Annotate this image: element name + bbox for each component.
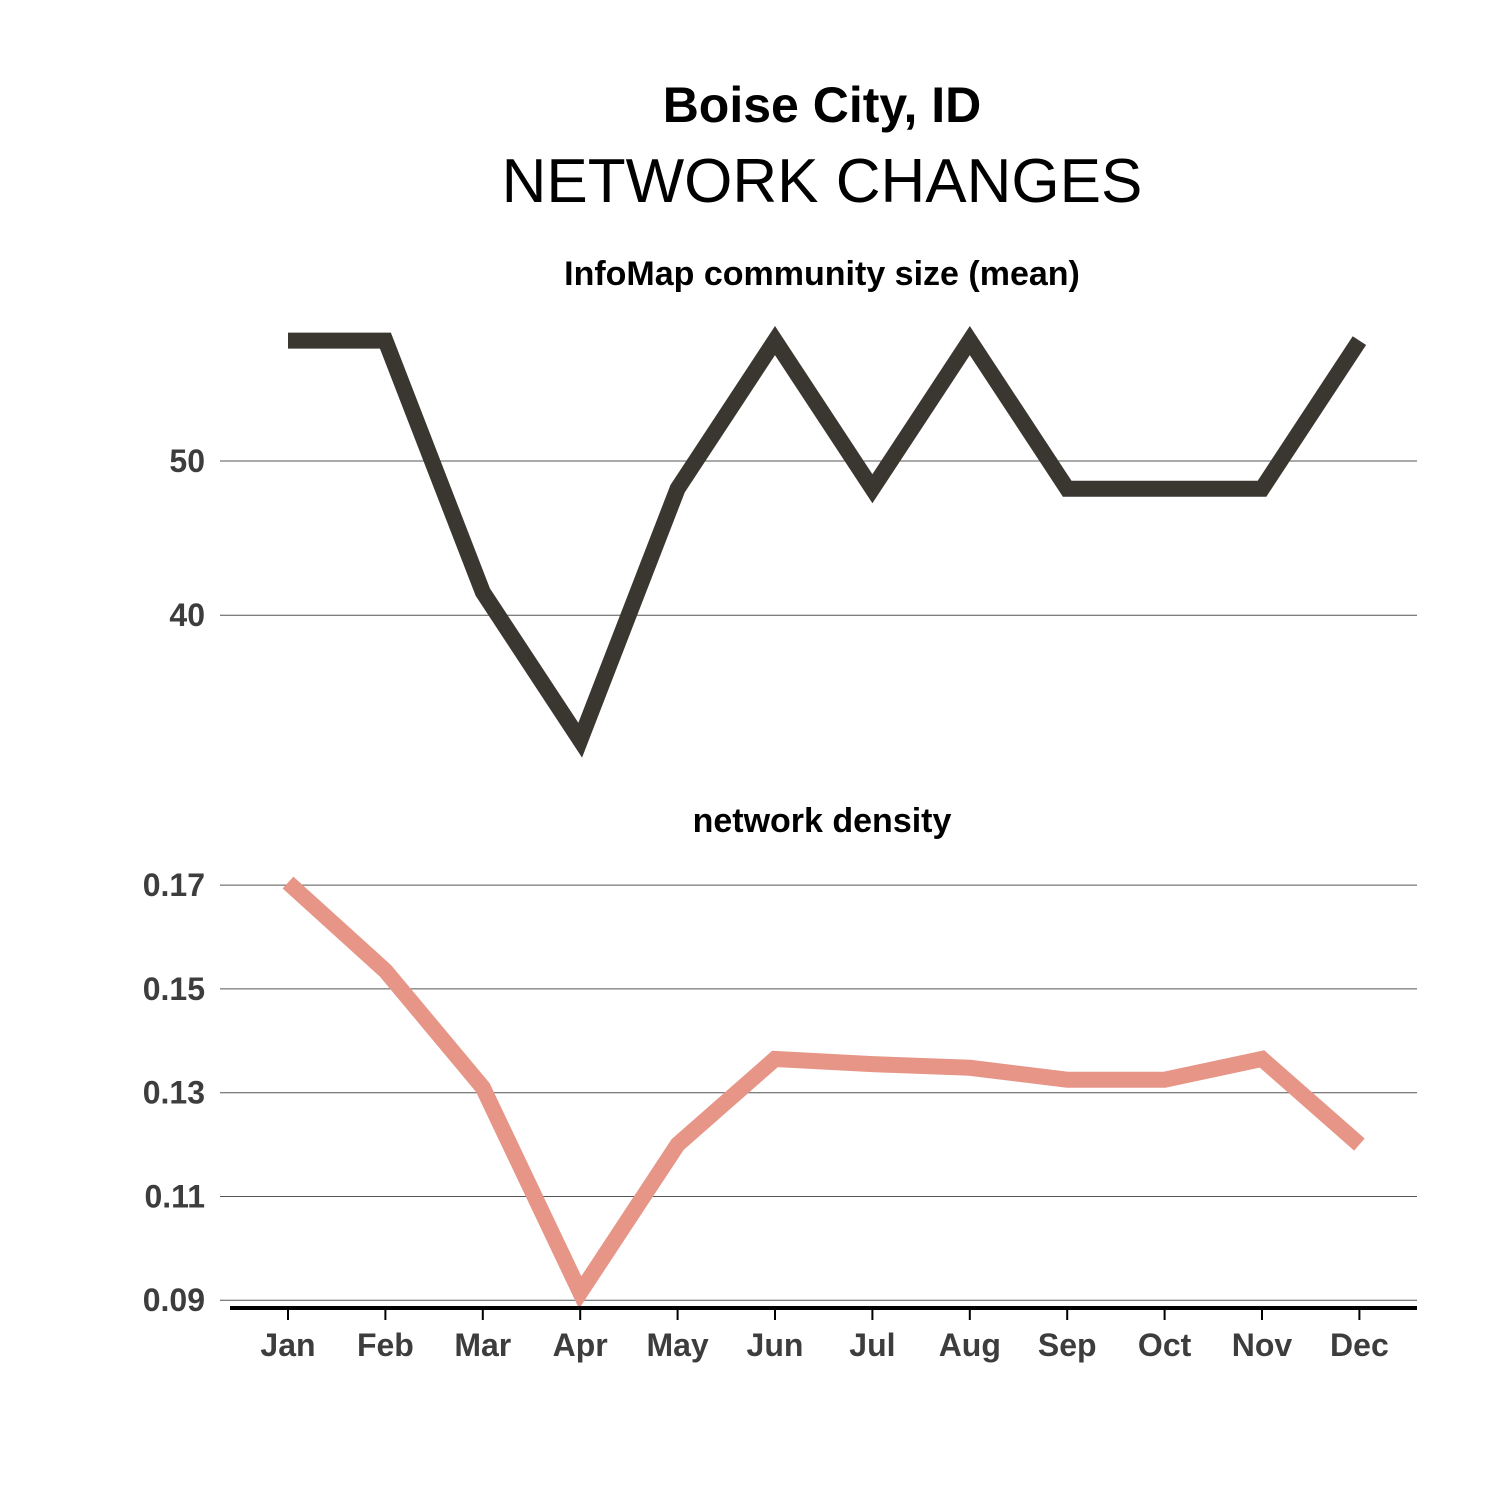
x-tick-label-feb: Feb [357, 1327, 414, 1363]
x-tick-label-jun: Jun [747, 1327, 804, 1363]
series-line-1-0 [282, 876, 1365, 1309]
y-tick-label-0-09: 0.09 [143, 1282, 205, 1318]
y-tick-label-0-11: 0.11 [144, 1178, 205, 1214]
panel-title-community-size: InfoMap community size (mean) [564, 255, 1080, 293]
y-ticks-network-density: 0.09 0.11 0.13 0.15 0.17 [143, 867, 205, 1318]
chart-title: Boise City, ID [663, 77, 982, 133]
series-line-0-0 [288, 326, 1367, 758]
y-tick-label-0-13: 0.13 [143, 1075, 205, 1111]
x-tick-label-oct: Oct [1138, 1327, 1192, 1363]
x-tick-label-aug: Aug [939, 1327, 1001, 1363]
x-tick-label-dec: Dec [1330, 1327, 1389, 1363]
series-community-size [288, 326, 1367, 758]
gridlines-network-density [220, 884, 1417, 1301]
y-tick-label-0-15: 0.15 [143, 971, 205, 1007]
x-tick-label-nov: Nov [1232, 1327, 1293, 1363]
x-tick-label-sep: Sep [1038, 1327, 1097, 1363]
x-tick-label-mar: Mar [454, 1327, 511, 1363]
x-axis: Jan Feb Mar Apr May Jun Jul Aug Sep Oct Nov Dec [230, 1306, 1417, 1363]
gridlines-community-size [220, 460, 1417, 616]
y-tick-label-40: 40 [169, 597, 205, 633]
panel-community-size: InfoMap community size (mean) 40 50 [169, 255, 1417, 758]
x-tick-label-jan: Jan [260, 1327, 315, 1363]
y-ticks-community-size: 40 50 [169, 443, 205, 633]
panel-title-network-density: network density [693, 802, 952, 840]
x-tick-label-may: May [646, 1327, 708, 1363]
panel-network-density: network density 0.09 0.11 0.13 0.15 0.17 Jan… [143, 802, 1417, 1363]
chart-subtitle: NETWORK CHANGES [502, 147, 1143, 216]
series-network-density [282, 876, 1365, 1309]
y-tick-label-50: 50 [169, 443, 205, 479]
x-tick-label-apr: Apr [553, 1327, 608, 1363]
y-tick-label-0-17: 0.17 [143, 867, 205, 903]
x-tick-label-jul: Jul [849, 1327, 895, 1363]
